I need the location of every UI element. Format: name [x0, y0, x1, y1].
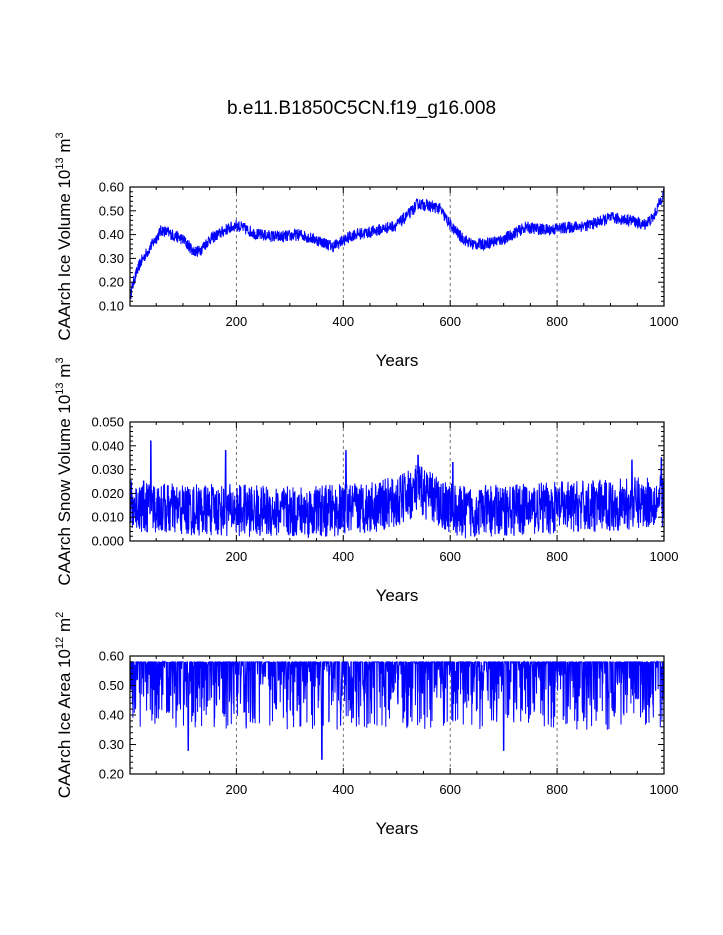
x-tick-label: 400: [332, 782, 354, 797]
y-axis-label-exponent: 12: [54, 637, 66, 649]
x-axis-label: Years: [376, 586, 419, 605]
y-axis-label-text: CAArch Ice Area 10: [55, 649, 74, 798]
y-tick-label: 0.20: [99, 767, 124, 782]
panel-ice-volume: 0.10 0.20 0.30 0.40 0.50 0.60 200 400 600 800 1000…: [54, 132, 678, 370]
y-tick-label: 0.040: [91, 438, 124, 453]
x-tick-label: 200: [226, 782, 248, 797]
y-tick-label: 0.40: [99, 227, 124, 242]
y-tick-label: 0.30: [99, 251, 124, 266]
y-axis-label-unit-power: 3: [54, 132, 66, 138]
y-axis-label: CAArch Ice Volume 1013 m3: [54, 132, 74, 340]
y-tick-label: 0.30: [99, 737, 124, 752]
x-tick-label: 800: [546, 549, 568, 564]
x-tick-label: 800: [546, 314, 568, 329]
plot-frame: [129, 186, 665, 307]
chart-title: b.e11.B1850C5CN.f19_g16.008: [226, 98, 497, 119]
x-axis-label: Years: [376, 351, 419, 370]
y-axis-label-unit: m: [55, 138, 74, 157]
y-axis-label: CAArch Snow Volume 1013 m3: [54, 357, 74, 585]
series-line: [129, 187, 665, 302]
x-tick-label: 200: [226, 314, 248, 329]
y-axis-label-exponent: 13: [54, 157, 66, 169]
x-tick-label: 400: [332, 314, 354, 329]
x-tick-label: 1000: [650, 549, 679, 564]
panel-ice-area: 0.20 0.30 0.40 0.50 0.60 200 400 600 800 1000 Year…: [54, 612, 678, 838]
y-axis-label-text: CAArch Snow Volume 10: [55, 395, 74, 586]
x-tick-label: 1000: [650, 314, 679, 329]
x-tick-label: 1000: [650, 782, 679, 797]
y-tick-label: 0.10: [99, 299, 124, 314]
y-axis-label-unit: m: [55, 618, 74, 637]
series-line: [129, 440, 665, 539]
y-tick-label: 0.050: [91, 415, 124, 430]
y-tick-label: 0.40: [99, 708, 124, 723]
y-axis-label-unit-power: 2: [54, 612, 66, 618]
x-tick-label: 600: [439, 549, 461, 564]
x-tick-label: 400: [332, 549, 354, 564]
y-tick-label: 0.010: [91, 510, 124, 525]
x-tick-label: 800: [546, 782, 568, 797]
y-tick-label: 0.20: [99, 275, 124, 290]
y-tick-label: 0.60: [99, 180, 124, 195]
panel-snow-volume: 0.000 0.010 0.020 0.030 0.040 0.050 200 400 600 8…: [54, 357, 678, 605]
y-axis-label-text: CAArch Ice Volume 10: [55, 170, 74, 341]
y-tick-label: 0.50: [99, 678, 124, 693]
y-tick-label: 0.030: [91, 462, 124, 477]
y-tick-label: 0.000: [91, 534, 124, 549]
series-line: [129, 660, 665, 760]
y-axis-label: CAArch Ice Area 1012 m2: [54, 612, 74, 799]
x-tick-label: 200: [226, 549, 248, 564]
y-axis-label-exponent: 13: [54, 382, 66, 394]
y-tick-label: 0.020: [91, 486, 124, 501]
y-tick-label: 0.50: [99, 203, 124, 218]
y-axis-label-unit-power: 3: [54, 357, 66, 363]
y-axis-label-unit: m: [55, 364, 74, 383]
x-tick-label: 600: [439, 782, 461, 797]
x-axis-label: Years: [376, 819, 419, 838]
y-tick-label: 0.60: [99, 649, 124, 664]
x-tick-label: 600: [439, 314, 461, 329]
